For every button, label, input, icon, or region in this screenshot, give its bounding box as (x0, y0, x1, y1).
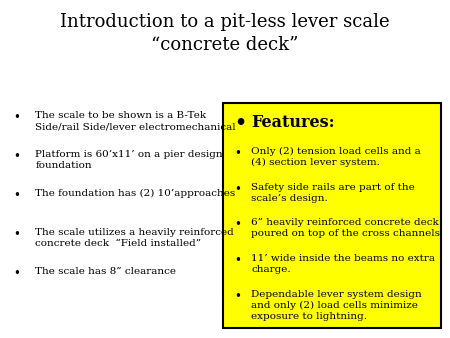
Text: •: • (14, 228, 20, 241)
Text: •: • (234, 183, 241, 196)
Text: 6” heavily reinforced concrete deck
poured on top of the cross channels: 6” heavily reinforced concrete deck pour… (252, 218, 441, 238)
Text: •: • (14, 150, 20, 163)
Text: •: • (234, 290, 241, 303)
Text: •: • (234, 254, 241, 267)
Text: Only (2) tension load cells and a
(4) section lever system.: Only (2) tension load cells and a (4) se… (252, 147, 421, 167)
Text: Features:: Features: (252, 114, 335, 131)
Text: Safety side rails are part of the
scale’s design.: Safety side rails are part of the scale’… (252, 183, 415, 203)
Text: 11’ wide inside the beams no extra
charge.: 11’ wide inside the beams no extra charg… (252, 254, 436, 274)
Text: •: • (14, 267, 20, 281)
Text: Platform is 60’x11’ on a pier design
foundation: Platform is 60’x11’ on a pier design fou… (36, 150, 223, 170)
Text: The scale has 8” clearance: The scale has 8” clearance (36, 267, 176, 276)
Text: Dependable lever system design
and only (2) load cells minimize
exposure to ligh: Dependable lever system design and only … (252, 290, 422, 321)
Text: •: • (234, 147, 241, 160)
Text: The foundation has (2) 10’approaches: The foundation has (2) 10’approaches (36, 189, 236, 198)
Text: The scale to be shown is a B-Tek
Side/rail Side/lever electromechanical: The scale to be shown is a B-Tek Side/ra… (36, 111, 236, 131)
Text: •: • (14, 189, 20, 202)
Text: •: • (234, 114, 246, 132)
Text: •: • (234, 218, 241, 231)
Text: The scale utilizes a heavily reinforced
concrete deck  “Field installed”: The scale utilizes a heavily reinforced … (36, 228, 234, 248)
Text: •: • (14, 111, 20, 124)
FancyBboxPatch shape (223, 103, 441, 328)
Text: Introduction to a pit-less lever scale
“concrete deck”: Introduction to a pit-less lever scale “… (60, 13, 390, 54)
